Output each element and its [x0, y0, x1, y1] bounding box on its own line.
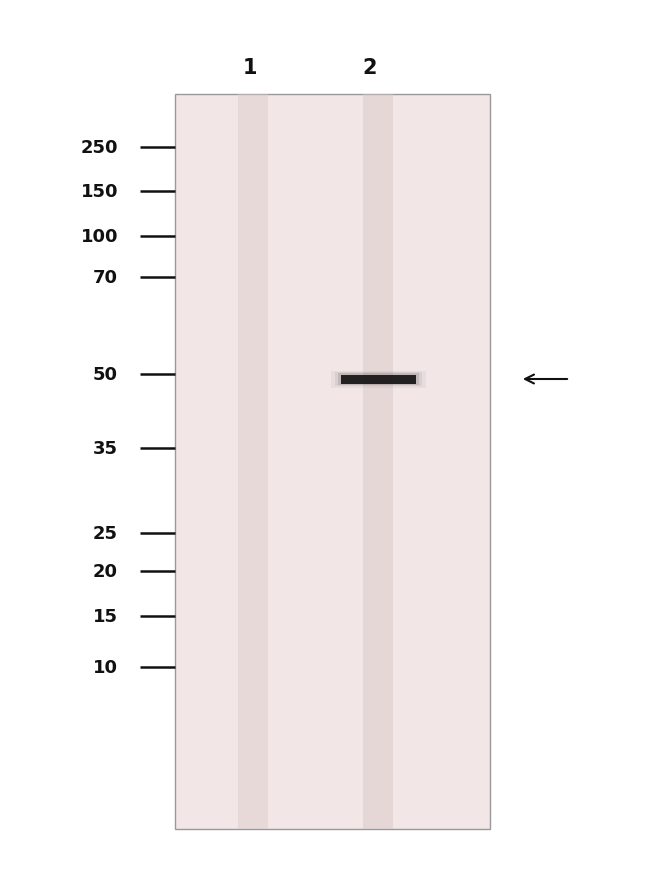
Bar [337, 374, 419, 385]
Text: 35: 35 [93, 440, 118, 457]
Text: 10: 10 [93, 658, 118, 676]
Text: 70: 70 [93, 269, 118, 287]
Text: 250: 250 [81, 139, 118, 156]
Text: 25: 25 [93, 524, 118, 542]
Text: 50: 50 [93, 366, 118, 383]
Text: 2: 2 [363, 58, 377, 78]
Bar [341, 375, 415, 384]
Bar [175, 95, 490, 829]
Text: 100: 100 [81, 228, 118, 246]
Bar [238, 95, 268, 829]
Text: 20: 20 [93, 562, 118, 580]
Text: 150: 150 [81, 182, 118, 201]
Bar [363, 95, 393, 829]
Bar [335, 373, 421, 387]
Bar [330, 371, 426, 388]
Text: 15: 15 [93, 607, 118, 626]
Text: 1: 1 [242, 58, 257, 78]
